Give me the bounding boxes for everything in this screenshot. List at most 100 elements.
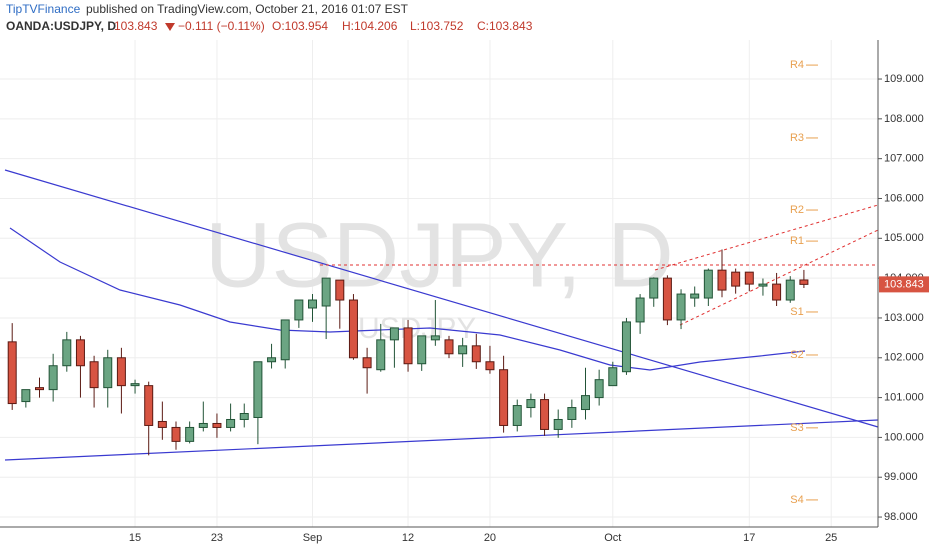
candle-body <box>717 269 727 291</box>
watermark: USDJPY, D <box>205 204 674 306</box>
x-tick-label: 20 <box>484 532 496 544</box>
pivot-label: S3 <box>790 422 803 434</box>
candle-body <box>294 299 304 321</box>
candle-body <box>157 420 167 428</box>
channel-line <box>679 229 879 326</box>
candle-body <box>581 395 590 411</box>
symbol: OANDA:USDJPY, D <box>6 19 116 33</box>
high: H:104.206 <box>342 19 398 33</box>
candle-body <box>48 365 58 391</box>
trendline <box>4 419 879 461</box>
candle-body <box>116 357 126 387</box>
candle-body <box>267 357 277 363</box>
candle-body <box>772 283 782 301</box>
candle-body <box>676 293 686 321</box>
candle-body <box>635 297 645 323</box>
change: −0.111 (−0.11%) <box>178 19 265 33</box>
candle-body <box>662 277 672 321</box>
candle-body <box>280 319 290 361</box>
x-tick-label: Sep <box>303 532 323 544</box>
candle-body <box>226 418 236 428</box>
candle-body <box>21 389 31 403</box>
candle-body <box>471 345 481 363</box>
y-tick-label: 106.000 <box>884 192 924 204</box>
pivot-label: R3 <box>790 132 804 144</box>
close: C:103.843 <box>477 19 533 33</box>
candle-body <box>799 279 809 285</box>
author[interactable]: TipTVFinance <box>6 2 81 16</box>
y-tick-label: 99.000 <box>884 471 918 483</box>
candle-body <box>758 283 768 287</box>
low: L:103.752 <box>410 19 464 33</box>
candle-body <box>785 279 795 301</box>
y-tick-label: 108.000 <box>884 113 924 125</box>
candle-body <box>744 271 754 285</box>
candle-body <box>198 422 208 428</box>
grid <box>0 40 878 527</box>
candle-body <box>389 327 399 341</box>
last: 103.843 <box>114 19 158 33</box>
open: O:103.954 <box>272 19 328 33</box>
candle-body <box>144 385 154 426</box>
candle-body <box>35 387 44 391</box>
pivot-label: S4 <box>790 494 803 506</box>
candle-body <box>321 277 331 307</box>
x-tick-label: 23 <box>211 532 223 544</box>
x-tick-label: 15 <box>129 532 141 544</box>
candle-body <box>444 339 454 355</box>
candle-body <box>348 299 358 359</box>
pivot-label: R1 <box>790 235 804 247</box>
y-tick-label: 100.000 <box>884 431 924 443</box>
pivot-label: R4 <box>790 59 804 71</box>
x-tick-label: 12 <box>402 532 414 544</box>
candle-body <box>731 271 741 287</box>
trendline <box>4 169 879 428</box>
candle-body <box>458 345 468 355</box>
last-price-label: 103.843 <box>884 278 924 290</box>
candle-body <box>89 361 99 389</box>
candle-body <box>485 361 495 371</box>
candle-body <box>690 293 700 299</box>
candle-body <box>430 335 440 341</box>
candle-body <box>703 269 713 299</box>
last-price-box <box>879 276 929 293</box>
candle-body <box>553 418 563 430</box>
candle-body <box>171 426 181 442</box>
x-tick-label: 25 <box>825 532 837 544</box>
y-tick-label: 102.000 <box>884 352 924 364</box>
candle-body <box>594 379 604 399</box>
candle-body <box>417 335 427 365</box>
candle-body <box>567 407 577 420</box>
y-tick-label: 107.000 <box>884 153 924 165</box>
candle-body <box>185 426 195 442</box>
candle-body <box>103 357 113 389</box>
candle-body <box>335 279 345 301</box>
pivot-label: R2 <box>790 204 804 216</box>
candle-body <box>526 399 536 409</box>
y-tick-label: 103.000 <box>884 312 924 324</box>
candle-body <box>362 357 372 369</box>
candle-body <box>512 405 522 426</box>
pivot-label: S1 <box>790 306 803 318</box>
candle-body <box>239 413 249 420</box>
candle-body <box>540 399 550 430</box>
candle-body <box>621 321 631 373</box>
x-tick-label: Oct <box>604 532 621 544</box>
candle-body <box>75 339 85 367</box>
y-tick-label: 98.000 <box>884 511 918 523</box>
published: published on TradingView.com, October 21… <box>86 2 409 16</box>
y-tick-label: 101.000 <box>884 391 924 403</box>
candle-body <box>253 361 263 418</box>
channel-line <box>654 204 879 271</box>
candle-body <box>376 339 386 371</box>
y-tick-label: 109.000 <box>884 73 924 85</box>
candle-body <box>130 383 140 387</box>
y-tick-label: 105.000 <box>884 232 924 244</box>
candle-body <box>308 299 317 309</box>
candle-body <box>62 339 72 367</box>
candle-body <box>7 341 17 405</box>
candle-body <box>403 327 413 365</box>
candle-body <box>608 367 618 387</box>
pivot-label: S2 <box>790 349 803 361</box>
